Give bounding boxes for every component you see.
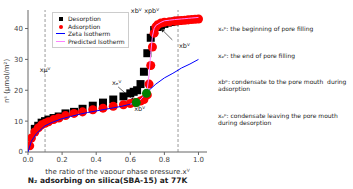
svg-text:10: 10 (14, 118, 23, 126)
html-text:Desorption: Desorption (68, 15, 101, 22)
svg-text:1.0: 1.0 (193, 156, 204, 164)
html-text:Adsorption: Adsorption (68, 22, 101, 30)
html-text:Predicted Isotherm: Predicted Isotherm (68, 37, 125, 45)
html-text:xₒᵖ: condensate leaving the po: xₒᵖ: condensate leaving the pore mouth d… (218, 111, 340, 127)
svg-text:30: 30 (14, 56, 23, 64)
svg-text:40: 40 (14, 25, 23, 33)
svg-text:0.8: 0.8 (159, 156, 170, 164)
html-text:xₛᵖ: the beginning of pore fil: xₛᵖ: the beginning of pore filling (218, 25, 314, 33)
svg-text:xμⱽ: xμⱽ (40, 66, 51, 74)
svg-text:xbⱽ: xbⱽ (131, 7, 142, 15)
svg-text:xbⱽ: xbⱽ (179, 42, 190, 50)
svg-text:0.6: 0.6 (125, 156, 137, 164)
svg-text:xₑⱽ: xₑⱽ (112, 79, 122, 87)
svg-text:xbⱽ: xbⱽ (134, 105, 145, 113)
html-text:Zeta Isotherm: Zeta Isotherm (68, 30, 111, 37)
html-text:N₂ adsorbing on silica(SBA-15): N₂ adsorbing on silica(SBA-15) at 77K (27, 176, 188, 185)
svg-text:20: 20 (14, 87, 23, 95)
svg-text:0.0: 0.0 (22, 156, 33, 164)
svg-text:xpbⱽ: xpbⱽ (144, 7, 159, 15)
svg-text:0.4: 0.4 (91, 156, 103, 164)
html-text:xbᵖ: condensate to the pore mo: xbᵖ: condensate to the pore mouth during… (218, 77, 349, 93)
svg-text:nˢ (μmol/m²): nˢ (μmol/m²) (8, 59, 11, 103)
html-text:xₑᵖ: the end of pore filling: xₑᵖ: the end of pore filling (218, 51, 295, 59)
svg-text:0.2: 0.2 (57, 156, 68, 164)
svg-text:the ratio of the vapour phase: the ratio of the vapour phase pressure,x… (45, 168, 189, 174)
svg-text:0: 0 (19, 148, 23, 156)
